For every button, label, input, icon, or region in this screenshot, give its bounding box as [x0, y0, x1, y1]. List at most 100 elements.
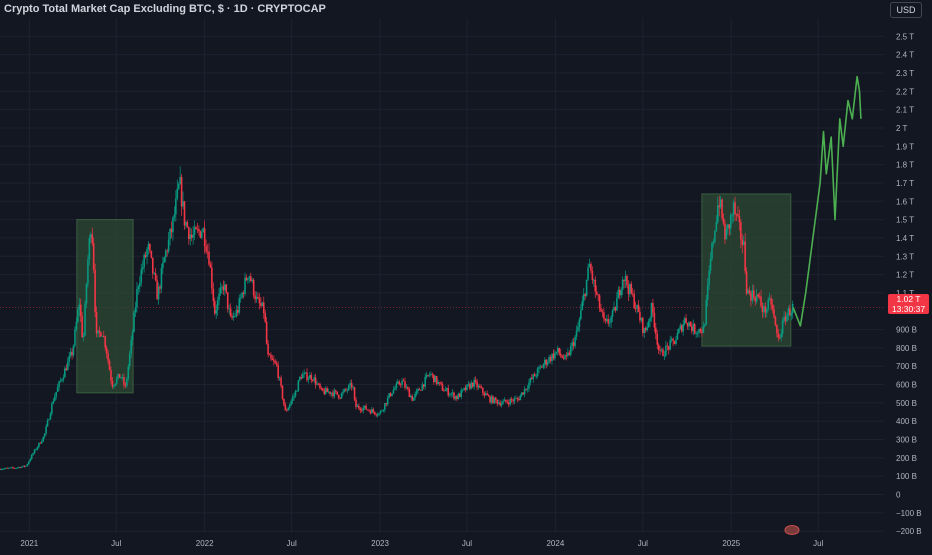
candle-body — [56, 387, 59, 392]
candle-body — [544, 359, 546, 365]
candle-body — [417, 388, 419, 391]
candle-body — [2, 468, 4, 470]
candle-body — [454, 396, 457, 399]
candle-body — [87, 259, 89, 284]
candle-body — [656, 333, 659, 345]
candle-body — [105, 347, 108, 354]
candle-body — [701, 331, 703, 333]
candle-body — [703, 324, 706, 327]
candle-body — [662, 349, 664, 356]
candle-body — [235, 309, 238, 316]
candle-body — [737, 214, 739, 217]
tradingview-logo-icon[interactable] — [784, 525, 800, 535]
price-axis[interactable]: 2.5 T 2.4 T 2.3 T 2.2 T 2.1 T 2 T 1.9 T 1.8 T 1.… — [896, 32, 922, 536]
candle-body — [611, 310, 614, 317]
candle-body — [25, 466, 27, 467]
candle-body — [581, 301, 584, 310]
candle-body — [346, 389, 349, 391]
candle-body — [567, 352, 569, 356]
candle-body — [758, 296, 761, 298]
candle-body — [470, 382, 473, 389]
candle-body — [124, 384, 127, 386]
y-tick-label: 1.9 T — [896, 142, 914, 151]
candle-body — [404, 381, 406, 388]
candle-body — [582, 293, 585, 302]
candle-body — [721, 199, 723, 219]
candle-body — [761, 305, 764, 312]
candle-body — [644, 328, 647, 331]
candle-body — [330, 392, 333, 394]
candle-body — [692, 323, 695, 332]
candle-body — [306, 372, 308, 381]
candle-body — [493, 397, 496, 404]
candle-body — [271, 358, 274, 361]
x-tick-label: Jul — [111, 539, 121, 548]
candle-body — [28, 461, 30, 464]
candle-body — [192, 234, 194, 238]
candle-body — [630, 283, 633, 294]
candle-body — [460, 390, 463, 397]
candle-body — [444, 389, 447, 391]
candle-body — [556, 347, 559, 352]
candle-body — [81, 316, 83, 338]
candle-body — [97, 330, 99, 334]
candle-body — [574, 336, 576, 347]
candle-body — [781, 320, 784, 334]
candle-body — [85, 283, 88, 304]
candle-body — [649, 318, 651, 322]
candle-body — [363, 405, 366, 408]
candle-body — [33, 449, 36, 454]
candle-body — [506, 401, 509, 403]
candle-body — [26, 463, 29, 467]
y-tick-label: 700 B — [896, 362, 917, 371]
candle-body — [203, 228, 206, 247]
candle-body — [607, 319, 610, 324]
candle-body — [313, 377, 316, 381]
candle-body — [667, 346, 670, 350]
candle-body — [252, 279, 255, 296]
candle-body — [189, 234, 192, 240]
y-tick-label: 1.1 T — [896, 289, 914, 298]
candle-body — [140, 269, 143, 283]
candle-body — [398, 381, 401, 385]
candle-body — [260, 303, 262, 306]
y-tick-label: 1.6 T — [896, 197, 914, 206]
candle-body — [513, 398, 516, 402]
candle-body — [326, 388, 328, 393]
candle-body — [198, 229, 200, 232]
candle-body — [262, 302, 265, 314]
candle-body — [637, 304, 640, 313]
candle-body — [372, 409, 375, 412]
candle-body — [601, 311, 604, 313]
candle-body — [533, 374, 536, 377]
candle-body — [190, 234, 193, 238]
y-tick-label: 400 B — [896, 417, 917, 426]
candle-body — [418, 388, 421, 391]
candle-body — [698, 328, 700, 333]
candle-body — [130, 340, 132, 354]
candle-body — [64, 368, 66, 378]
y-tick-label: 2.5 T — [896, 32, 914, 41]
candle-body — [261, 302, 264, 306]
candle-body — [159, 286, 161, 289]
candle-body — [554, 352, 556, 359]
candle-body — [490, 396, 493, 403]
time-axis[interactable]: 2021 Jul 2022 Jul 2023 Jul 2024 Jul 2025 Jul — [20, 525, 824, 549]
candle-body — [575, 330, 578, 337]
candle-body — [17, 467, 20, 468]
candle-body — [115, 378, 118, 384]
candle-body — [776, 324, 778, 334]
candle-body — [437, 382, 439, 385]
candle-body — [627, 285, 630, 295]
candle-body — [82, 335, 85, 338]
candle-body — [716, 205, 719, 223]
candle-body — [238, 298, 241, 313]
candle-body — [173, 214, 176, 218]
candle-body — [711, 242, 713, 259]
candle-body — [146, 249, 148, 257]
currency-badge[interactable]: USD — [890, 2, 922, 18]
y-tick-label: 200 B — [896, 454, 917, 463]
candle-body — [163, 257, 166, 263]
